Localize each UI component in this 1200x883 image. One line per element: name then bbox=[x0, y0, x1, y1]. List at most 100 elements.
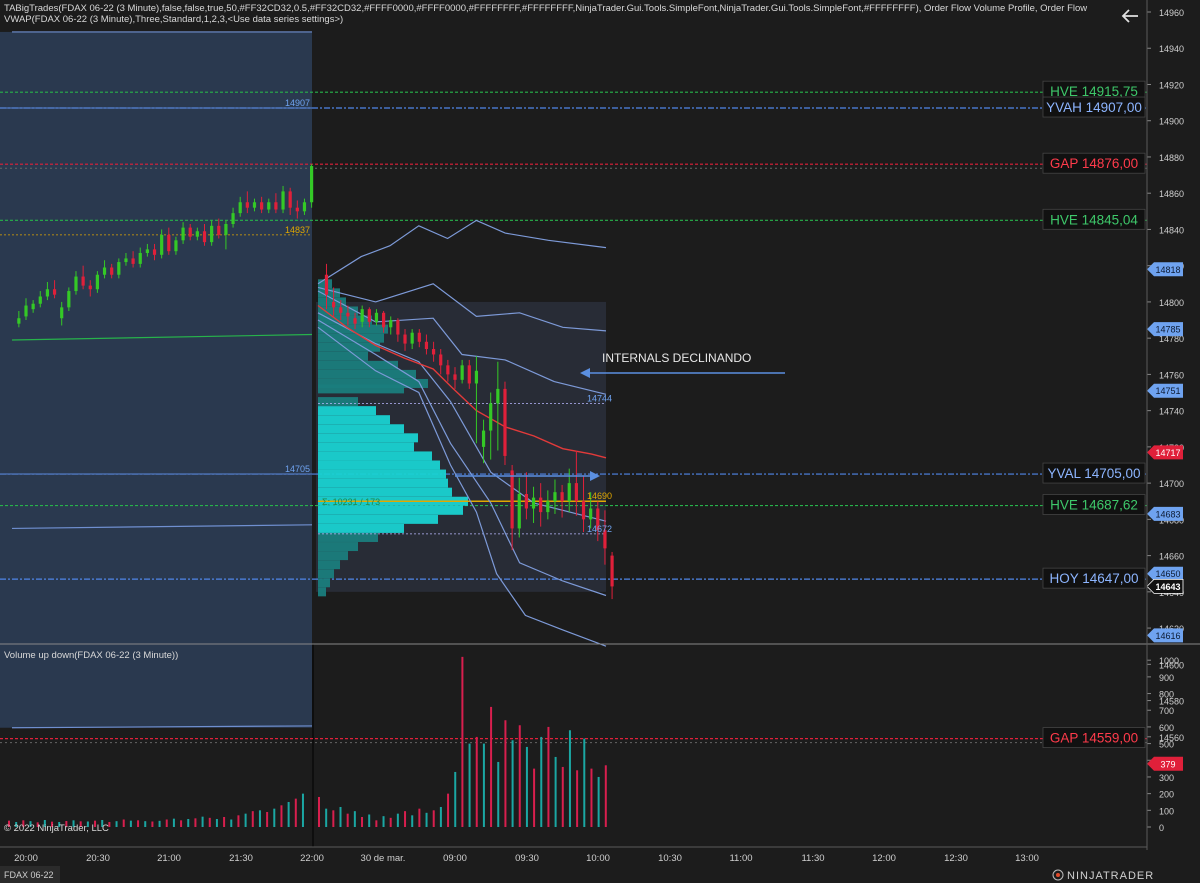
volume-bar-prev[interactable] bbox=[294, 798, 297, 827]
volume-bar-today[interactable] bbox=[590, 768, 593, 827]
volume-bar-today[interactable] bbox=[597, 776, 600, 827]
volume-bar-prev[interactable] bbox=[22, 820, 25, 827]
candle-today[interactable] bbox=[389, 320, 393, 328]
candle-today[interactable] bbox=[374, 312, 379, 322]
candle-prev[interactable] bbox=[145, 249, 149, 253]
volume-bar-today[interactable] bbox=[511, 740, 514, 827]
candle-today[interactable] bbox=[553, 492, 557, 502]
candle-today[interactable] bbox=[603, 530, 607, 549]
volume-bar-today[interactable] bbox=[604, 765, 607, 827]
level-label-box[interactable] bbox=[1042, 96, 1146, 118]
candle-today[interactable] bbox=[503, 388, 507, 456]
volume-bar-prev[interactable] bbox=[273, 808, 276, 827]
level-label[interactable]: HVE 14915,75 bbox=[1050, 84, 1138, 99]
volume-bar-prev[interactable] bbox=[287, 801, 290, 827]
volume-bar-today[interactable] bbox=[475, 736, 478, 827]
candle-prev[interactable] bbox=[195, 231, 199, 237]
volume-bar-today[interactable] bbox=[339, 806, 342, 827]
level-label[interactable]: YVAL 14705,00 bbox=[1047, 466, 1140, 481]
candle-today[interactable] bbox=[431, 349, 436, 355]
candle-prev[interactable] bbox=[217, 225, 221, 235]
volume-bar-today[interactable] bbox=[361, 816, 364, 827]
candle-prev[interactable] bbox=[274, 202, 278, 210]
candle-today[interactable] bbox=[382, 312, 386, 328]
candle-today[interactable] bbox=[324, 274, 329, 295]
volume-bar-today[interactable] bbox=[432, 810, 435, 827]
candle-prev[interactable] bbox=[110, 267, 114, 275]
candle-prev[interactable] bbox=[181, 227, 185, 241]
volume-bar-today[interactable] bbox=[447, 793, 450, 827]
candle-prev[interactable] bbox=[295, 207, 299, 212]
price-marker-label[interactable]: 14751 bbox=[1155, 386, 1180, 396]
volume-bar-today[interactable] bbox=[468, 743, 471, 827]
volume-bar-today[interactable] bbox=[561, 766, 564, 827]
candle-prev[interactable] bbox=[117, 262, 121, 275]
volume-bar-prev[interactable] bbox=[165, 819, 168, 827]
price-marker[interactable] bbox=[1147, 445, 1183, 460]
candle-today[interactable] bbox=[546, 501, 550, 513]
price-marker[interactable] bbox=[1147, 628, 1183, 643]
volume-bar-prev[interactable] bbox=[115, 821, 118, 827]
candle-today[interactable] bbox=[424, 341, 429, 350]
volume-bar-prev[interactable] bbox=[230, 819, 233, 827]
volume-bar-prev[interactable] bbox=[194, 818, 197, 827]
price-marker-label[interactable]: 14717 bbox=[1155, 448, 1180, 458]
candle-prev[interactable] bbox=[160, 234, 164, 255]
volume-bar-today[interactable] bbox=[490, 706, 493, 827]
candle-today[interactable] bbox=[332, 301, 336, 308]
candle-today[interactable] bbox=[481, 430, 486, 447]
candle-prev[interactable] bbox=[124, 258, 128, 263]
volume-bar-prev[interactable] bbox=[237, 815, 240, 827]
volume-bar-prev[interactable] bbox=[137, 820, 140, 827]
volume-bar-today[interactable] bbox=[583, 738, 586, 827]
level-label[interactable]: GAP 14876,00 bbox=[1050, 156, 1138, 171]
volume-bar-today[interactable] bbox=[389, 817, 392, 827]
volume-bar-prev[interactable] bbox=[8, 820, 10, 827]
candle-today[interactable] bbox=[439, 354, 443, 366]
candle-prev[interactable] bbox=[31, 303, 35, 310]
volume-bar-today[interactable] bbox=[418, 808, 421, 827]
volume-bar-today[interactable] bbox=[368, 814, 371, 827]
volume-bar-today[interactable] bbox=[396, 813, 399, 827]
candle-prev[interactable] bbox=[52, 289, 57, 295]
volume-bar-prev[interactable] bbox=[101, 819, 104, 827]
candle-prev[interactable] bbox=[95, 274, 99, 290]
volume-bar-prev[interactable] bbox=[201, 816, 204, 827]
candle-prev[interactable] bbox=[260, 202, 264, 210]
price-marker[interactable] bbox=[1147, 506, 1183, 521]
candle-today[interactable] bbox=[474, 370, 479, 384]
candle-today[interactable] bbox=[596, 508, 600, 531]
volume-bar-today[interactable] bbox=[461, 656, 464, 827]
candle-prev[interactable] bbox=[252, 202, 257, 208]
candle-prev[interactable] bbox=[81, 276, 85, 286]
candle-today[interactable] bbox=[524, 493, 528, 509]
volume-bar-today[interactable] bbox=[504, 720, 507, 827]
candle-prev[interactable] bbox=[267, 202, 271, 210]
candle-prev[interactable] bbox=[210, 225, 214, 243]
volume-bar-prev[interactable] bbox=[266, 811, 269, 827]
candle-today[interactable] bbox=[403, 334, 407, 344]
volume-bar-prev[interactable] bbox=[36, 822, 39, 827]
volume-bar-today[interactable] bbox=[540, 736, 543, 827]
volume-bar-today[interactable] bbox=[439, 806, 442, 827]
price-marker-label[interactable]: 14683 bbox=[1155, 509, 1180, 519]
candle-prev[interactable] bbox=[88, 285, 92, 290]
volume-bar-prev[interactable] bbox=[215, 818, 218, 827]
volume-bar-today[interactable] bbox=[325, 808, 328, 827]
candle-prev[interactable] bbox=[310, 166, 314, 203]
volume-bar-today[interactable] bbox=[568, 730, 571, 827]
volume-bar-prev[interactable] bbox=[29, 821, 32, 827]
level-label-box[interactable] bbox=[1042, 208, 1146, 230]
level-label[interactable]: HOY 14647,00 bbox=[1049, 571, 1138, 586]
volume-bar-prev[interactable] bbox=[158, 820, 161, 827]
candle-prev[interactable] bbox=[67, 291, 71, 308]
volume-bar-today[interactable] bbox=[332, 810, 335, 827]
candle-today[interactable] bbox=[517, 493, 521, 529]
volume-bar-prev[interactable] bbox=[65, 820, 68, 827]
price-marker-label[interactable]: 14818 bbox=[1155, 265, 1180, 275]
candle-today[interactable] bbox=[417, 332, 421, 342]
volume-bar-today[interactable] bbox=[554, 756, 557, 827]
volume-bar-prev[interactable] bbox=[72, 820, 75, 827]
volume-bar-prev[interactable] bbox=[244, 813, 247, 827]
candle-today[interactable] bbox=[346, 312, 350, 317]
